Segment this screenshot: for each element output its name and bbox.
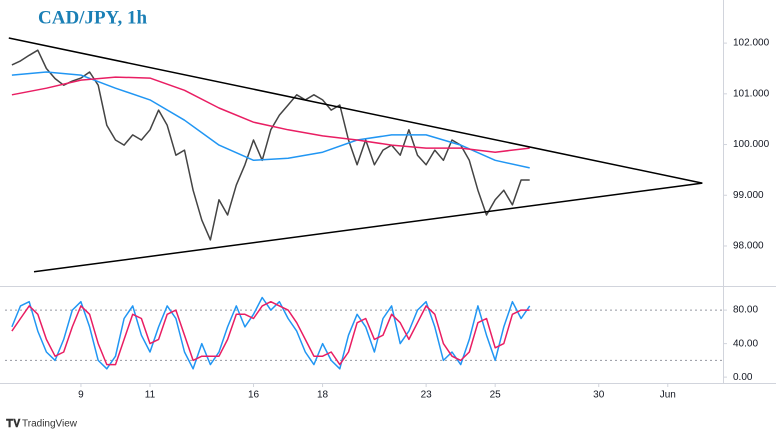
series-line [11,71,530,169]
x-tick-label: 23 [421,390,433,401]
x-tick-label: 16 [248,390,260,401]
y-tick-label: 40.00 [733,338,758,349]
series-line [33,182,703,273]
x-tick-label: 18 [317,390,329,401]
logo: 𝐓𝐕 TradingView [6,418,78,430]
logo-mark: 𝐓𝐕 [6,418,21,430]
series-line [11,49,530,241]
y-tick-label: 98.000 [733,241,764,252]
x-tick-label: 11 [145,390,156,401]
chart-title: CAD/JPY, 1h [38,7,148,28]
x-tick-label: 30 [593,390,605,401]
y-tick-label: 102.000 [733,38,770,49]
y-tick-label: 0.00 [733,372,753,383]
x-tick-label: Jun [660,390,676,401]
x-tick-label: 25 [490,390,502,401]
y-tick-label: 80.00 [733,305,758,316]
series-line [8,37,703,184]
series-line [11,300,530,366]
brand: TradingView [22,419,78,430]
series-line [11,296,531,370]
y-tick-label: 99.000 [733,190,764,201]
series-line [11,76,530,153]
y-tick-label: 101.000 [733,88,770,99]
y-tick-label: 100.000 [733,139,770,150]
x-tick-label: 9 [78,390,84,401]
